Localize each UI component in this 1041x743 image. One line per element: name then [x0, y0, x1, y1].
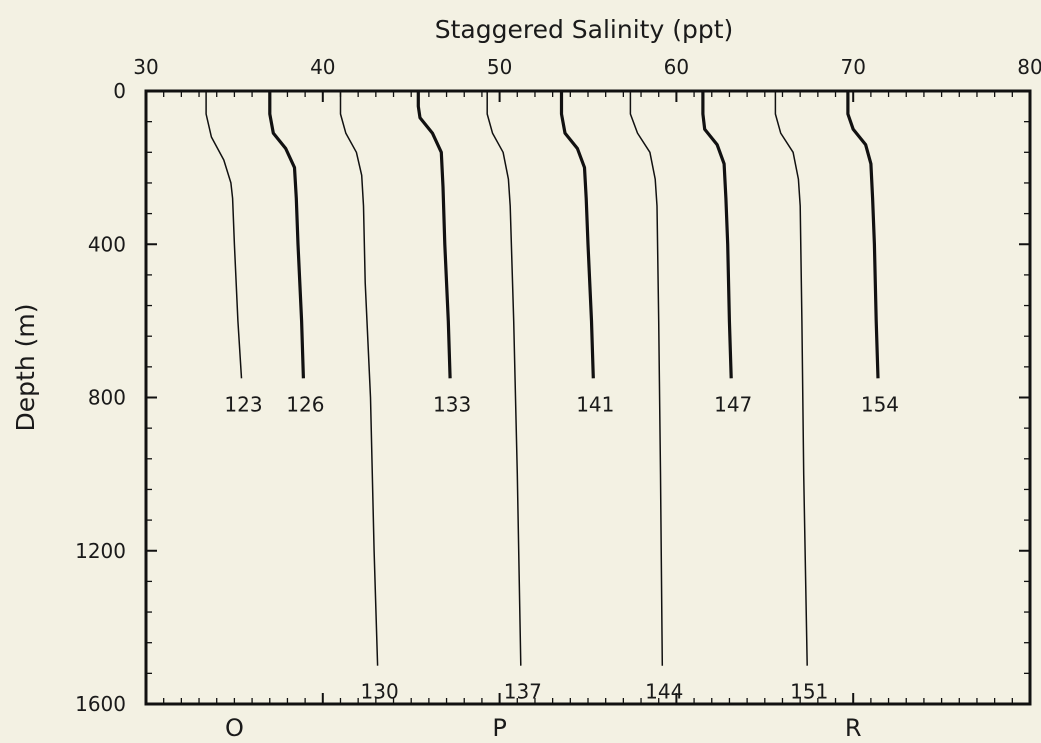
- x-tick-label: 50: [487, 55, 512, 79]
- x-tick-label: 60: [664, 55, 689, 79]
- series-lines: [205, 91, 880, 666]
- series-line-126: [268, 91, 305, 379]
- series-label-126: 126: [286, 392, 324, 416]
- bottom-label-p: P: [492, 714, 506, 742]
- series-line-154: [846, 91, 880, 379]
- x-tick-label: 40: [310, 55, 335, 79]
- bottom-label-r: R: [845, 714, 862, 742]
- series-line-123: [205, 91, 243, 379]
- y-tick-label: 1600: [75, 692, 126, 716]
- series-line-147: [701, 91, 733, 379]
- axis-ticks: [145, 90, 1031, 705]
- y-axis-title: Depth (m): [11, 304, 40, 432]
- series-line-130: [339, 91, 379, 666]
- y-tick-label: 400: [88, 232, 126, 256]
- series-line-151: [774, 91, 808, 666]
- series-label-141: 141: [576, 392, 614, 416]
- y-tick-label: 800: [88, 386, 126, 410]
- series-line-144: [629, 91, 664, 666]
- x-tick-label: 80: [1017, 55, 1041, 79]
- series-line-133: [416, 91, 452, 379]
- series-label-123: 123: [224, 392, 262, 416]
- series-labels: 123 126 130 133 137 141 144 147 151 154: [224, 392, 899, 703]
- series-line-141: [559, 91, 595, 379]
- bottom-label-o: O: [225, 714, 244, 742]
- series-label-154: 154: [861, 392, 899, 416]
- series-label-147: 147: [714, 392, 752, 416]
- x-tick-label: 30: [133, 55, 158, 79]
- y-tick-label: 0: [113, 79, 126, 103]
- series-label-151: 151: [790, 680, 828, 704]
- y-tick-label: 1200: [75, 539, 126, 563]
- x-tick-label: 70: [840, 55, 865, 79]
- series-label-144: 144: [645, 680, 683, 704]
- series-label-137: 137: [504, 680, 542, 704]
- series-label-130: 130: [361, 680, 399, 704]
- series-line-137: [486, 91, 522, 666]
- series-label-133: 133: [433, 392, 471, 416]
- x-axis-title: Staggered Salinity (ppt): [435, 15, 734, 44]
